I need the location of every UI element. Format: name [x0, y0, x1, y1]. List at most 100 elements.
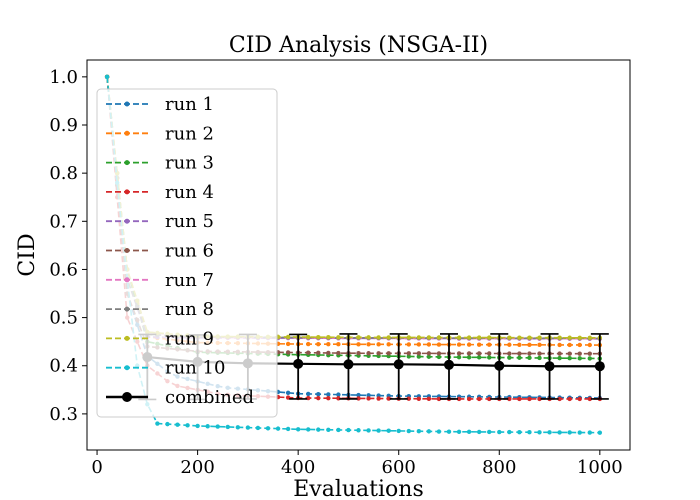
data-point — [175, 422, 180, 427]
data-point — [436, 342, 442, 347]
data-point — [326, 395, 331, 401]
data-point — [487, 335, 492, 340]
data-point — [476, 351, 482, 356]
legend-swatch-marker — [124, 335, 130, 341]
data-point — [416, 335, 422, 340]
data-point — [567, 356, 572, 361]
data-point — [406, 351, 411, 356]
x-tick-label: 1000 — [577, 457, 623, 478]
data-point — [517, 335, 522, 340]
data-point — [587, 356, 592, 361]
y-tick-label: 0.4 — [49, 356, 78, 377]
legend-swatch-marker — [124, 277, 130, 283]
data-point — [557, 342, 562, 348]
y-tick-label: 0.8 — [49, 163, 78, 184]
data-point — [436, 354, 442, 360]
data-point — [577, 342, 582, 348]
data-point — [497, 429, 502, 435]
data-point — [466, 429, 472, 435]
legend-label: run 9 — [165, 328, 214, 349]
data-point — [326, 427, 331, 432]
data-point — [476, 355, 482, 360]
data-point — [265, 426, 271, 431]
data-point — [285, 426, 291, 432]
legend-item: run 4 — [106, 182, 214, 203]
data-point — [316, 391, 321, 397]
data-point — [386, 342, 391, 347]
legend: run 1 run 2 run 3 run 4 run 5 run 6 run 7 run 8… — [96, 88, 278, 418]
data-point — [517, 396, 522, 402]
data-point — [597, 430, 603, 435]
legend-swatch-marker — [124, 101, 130, 107]
data-point — [416, 351, 422, 356]
data-point — [416, 354, 422, 359]
x-tick-label: 0 — [91, 457, 102, 478]
data-point — [195, 423, 200, 429]
data-point — [386, 428, 391, 433]
data-point — [476, 335, 482, 340]
data-point — [456, 354, 462, 360]
data-point — [426, 351, 432, 356]
legend-swatch-marker — [124, 306, 130, 312]
y-tick-label: 0.7 — [49, 211, 78, 232]
y-tick-label: 0.3 — [49, 404, 78, 425]
data-point — [436, 396, 442, 402]
data-point — [577, 396, 582, 402]
legend-swatch-marker — [124, 130, 130, 136]
y-tick-label: 1.0 — [49, 67, 78, 88]
legend-item: run 8 — [106, 299, 214, 320]
data-point — [557, 396, 562, 402]
data-point — [466, 342, 472, 347]
data-point — [547, 430, 552, 435]
data-point — [487, 351, 492, 356]
data-point — [507, 355, 512, 360]
data-point — [346, 427, 351, 433]
data-point — [567, 342, 572, 348]
data-point — [336, 350, 341, 356]
data-point — [487, 342, 492, 347]
data-point — [577, 335, 582, 340]
data-point — [426, 354, 432, 359]
data-point — [275, 426, 281, 431]
legend-label: run 4 — [165, 182, 214, 203]
data-point — [306, 350, 311, 355]
data-point — [507, 351, 512, 356]
data-point — [537, 335, 542, 340]
data-point — [386, 335, 391, 340]
data-point — [466, 351, 472, 356]
data-point — [567, 396, 572, 402]
data-point — [517, 342, 522, 347]
data-point — [396, 428, 401, 434]
data-point — [366, 342, 371, 347]
data-point — [557, 351, 562, 356]
combined-point — [343, 359, 354, 370]
data-point — [306, 334, 311, 340]
data-point — [326, 392, 331, 397]
data-point — [366, 335, 371, 340]
data-point — [376, 335, 381, 340]
data-point — [356, 335, 361, 340]
x-axis-title: Evaluations — [293, 477, 424, 500]
data-point — [426, 429, 432, 434]
data-point — [386, 351, 391, 356]
data-point — [326, 350, 331, 356]
y-tick-label: 0.9 — [49, 115, 78, 136]
data-point — [476, 429, 482, 435]
data-point — [356, 351, 361, 356]
data-point — [507, 342, 512, 347]
axis-ticks: 0 200 400 600 800 1000 0.3 0.4 0.5 0.6 0.7 0.8 0.9 1.… — [49, 67, 622, 478]
data-point — [577, 356, 582, 361]
data-point — [587, 335, 592, 340]
data-point — [285, 350, 291, 355]
legend-item: combined — [106, 387, 254, 408]
data-point — [456, 351, 462, 356]
data-point — [517, 351, 522, 356]
data-point — [436, 429, 442, 434]
data-point — [466, 396, 472, 402]
legend-label: run 8 — [165, 299, 214, 320]
combined-point — [494, 360, 505, 371]
data-point — [356, 392, 361, 398]
data-point — [185, 423, 190, 428]
data-point — [507, 429, 512, 435]
data-point — [527, 335, 532, 340]
